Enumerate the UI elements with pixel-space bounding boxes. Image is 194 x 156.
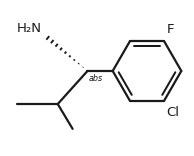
Text: H₂N: H₂N (17, 22, 42, 35)
Text: abs: abs (88, 74, 102, 83)
Text: Cl: Cl (166, 106, 179, 119)
Text: F: F (167, 23, 174, 36)
